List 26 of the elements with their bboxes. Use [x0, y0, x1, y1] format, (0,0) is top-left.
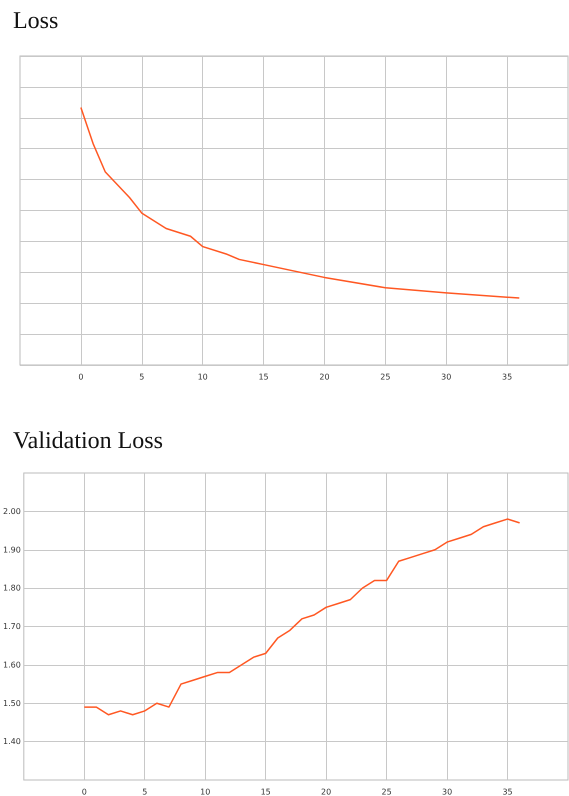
- chart-title: Validation Loss: [13, 428, 163, 454]
- chart-title: Loss: [13, 8, 58, 34]
- x-tick-label: 25: [380, 372, 390, 382]
- x-tick-label: 35: [502, 372, 512, 382]
- x-tick-label: 15: [258, 372, 269, 382]
- x-tick-label: 5: [139, 372, 144, 382]
- x-tick-label: 30: [441, 372, 452, 382]
- x-tick-label: 10: [198, 372, 208, 382]
- x-tick-label: 0: [78, 372, 84, 382]
- y-tick-label: 1.50: [3, 698, 21, 708]
- y-tick-label: 1.70: [3, 622, 21, 631]
- y-tick-label: 1.80: [3, 584, 21, 593]
- line-series: [84, 518, 520, 716]
- x-tick-label: 15: [260, 788, 271, 796]
- x-tick-label: 10: [200, 788, 210, 796]
- x-tick-label: 0: [82, 788, 87, 796]
- x-tick-label: 20: [321, 788, 332, 796]
- x-tick-label: 20: [319, 372, 330, 382]
- y-tick-label: 1.60: [3, 660, 21, 670]
- x-tick-label: 5: [142, 788, 148, 796]
- x-tick-label: 35: [502, 788, 513, 796]
- y-tick-label: 1.40: [3, 737, 21, 746]
- y-tick-label: 2.00: [3, 506, 21, 516]
- x-tick-label: 30: [442, 788, 452, 796]
- x-tick-label: 25: [382, 788, 392, 796]
- y-tick-label: 1.90: [3, 545, 21, 554]
